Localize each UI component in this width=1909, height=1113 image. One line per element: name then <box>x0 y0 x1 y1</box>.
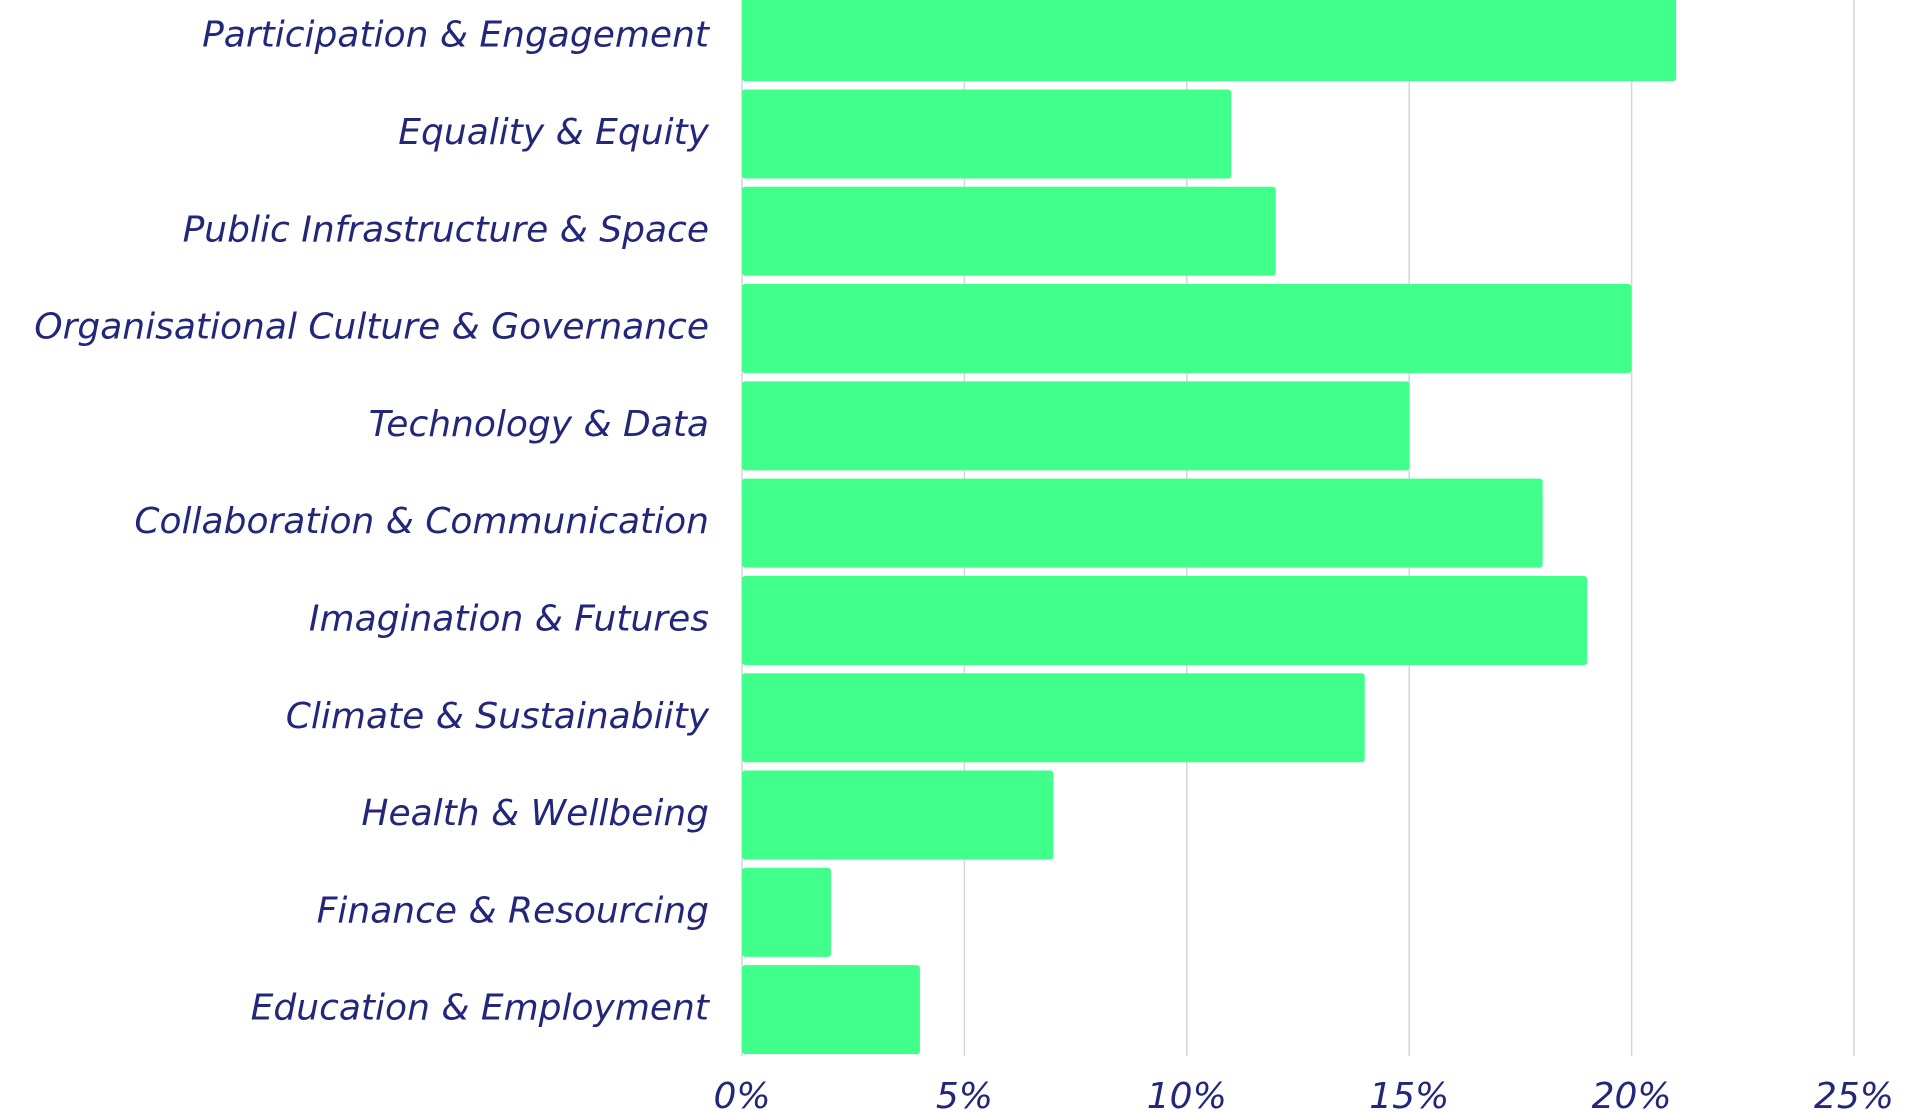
y-tick-label: Organisational Culture & Governance <box>34 307 709 348</box>
bar <box>742 867 831 957</box>
x-tick-label: 5% <box>936 1076 993 1113</box>
y-tick-label: Climate & Sustainabiity <box>286 696 710 737</box>
bar <box>742 284 1632 374</box>
bar <box>742 381 1410 471</box>
y-tick-label: Education & Employment <box>251 988 711 1029</box>
x-tick-label: 10% <box>1147 1076 1227 1113</box>
bar <box>742 965 920 1055</box>
x-tick-label: 25% <box>1814 1076 1894 1113</box>
x-tick-label: 0% <box>713 1076 770 1113</box>
bar <box>742 89 1232 179</box>
bar <box>742 673 1365 763</box>
y-tick-label: Participation & Engagement <box>202 15 711 56</box>
y-tick-label: Finance & Resourcing <box>317 890 709 931</box>
y-tick-label: Collaboration & Communication <box>134 501 709 542</box>
x-tick-label: 15% <box>1369 1076 1449 1113</box>
bar <box>742 478 1543 568</box>
y-tick-label: Public Infrastructure & Space <box>183 209 709 250</box>
bar <box>742 770 1054 860</box>
bar <box>742 575 1588 665</box>
bar <box>742 186 1276 276</box>
x-tick-label: 20% <box>1592 1076 1672 1113</box>
y-tick-label: Health & Wellbeing <box>361 793 709 834</box>
y-tick-label: Equality & Equity <box>398 112 709 153</box>
y-tick-label: Imagination & Futures <box>309 598 709 639</box>
bar <box>742 0 1677 82</box>
y-tick-label: Technology & Data <box>369 404 709 445</box>
